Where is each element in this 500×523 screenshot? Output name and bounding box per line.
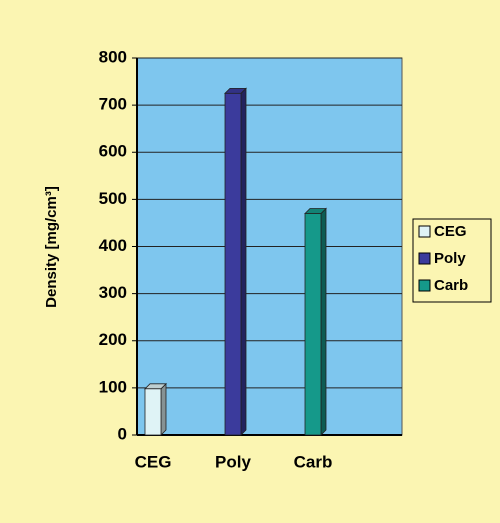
- legend-swatch: [418, 225, 431, 238]
- bar-side: [160, 382, 167, 436]
- bar: [304, 213, 322, 436]
- y-tick-label: 600: [99, 142, 127, 161]
- legend-label: CEG: [434, 223, 467, 240]
- legend-label: Poly: [434, 250, 466, 267]
- legend-swatch: [418, 252, 431, 265]
- y-tick-label: 800: [99, 47, 127, 66]
- y-tick-label: 0: [118, 424, 127, 443]
- y-tick-label: 400: [99, 236, 127, 255]
- x-tick-label: Carb: [294, 452, 333, 471]
- bar-side: [320, 207, 327, 436]
- x-tick-label: CEG: [135, 452, 172, 471]
- bar: [224, 92, 242, 436]
- legend-label: Carb: [434, 277, 468, 294]
- y-tick-label: 300: [99, 283, 127, 302]
- x-tick-label: Poly: [215, 452, 251, 471]
- bar: [144, 388, 162, 436]
- legend-swatch: [418, 279, 431, 292]
- y-axis-label: Density [mg/cm³]: [43, 186, 60, 308]
- y-tick-label: 100: [99, 377, 127, 396]
- bar-side: [240, 87, 247, 436]
- y-tick-label: 200: [99, 330, 127, 349]
- y-tick-label: 500: [99, 189, 127, 208]
- y-tick-label: 700: [99, 95, 127, 114]
